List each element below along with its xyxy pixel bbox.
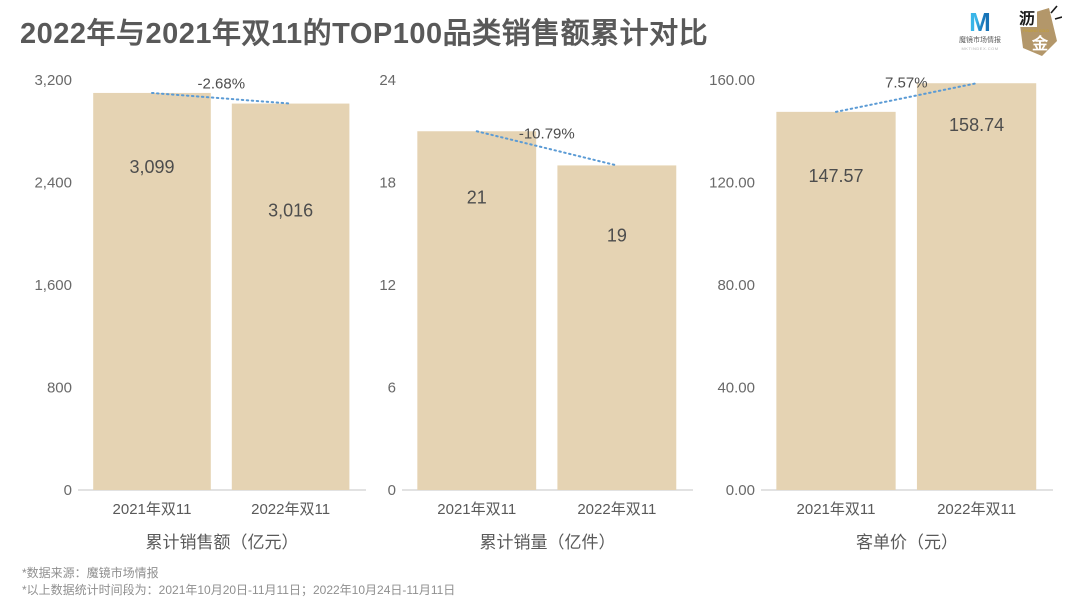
chart-cumulative-sales: 3,200 2,400 1,600 800 0 3,099 2021年双11 3,016 202… [34, 72, 366, 552]
y-tick-label: 0 [64, 482, 72, 499]
lijin-char-bottom: 金 [1031, 34, 1049, 53]
y-tick-label: 12 [379, 277, 396, 294]
chart-title: 累计销售额（亿元） [146, 533, 299, 552]
mojing-m-icon: M [969, 7, 991, 37]
y-tick-label: 3,200 [34, 72, 72, 89]
charts-row: 3,200 2,400 1,600 800 0 3,099 2021年双11 3,016 202… [20, 60, 1055, 560]
change-percent-label: -2.68% [198, 75, 246, 92]
bar-value-label: 19 [607, 225, 627, 245]
bar-value-label: 158.74 [949, 115, 1004, 135]
logo-group: M 魔镜市场情报 MKTINDEX.COM 沥 FINDING GOLD 金 [956, 4, 1062, 58]
bar [417, 131, 537, 490]
bar [916, 83, 1037, 490]
chart-title: 客单价（元） [856, 533, 958, 552]
y-tick-label: 6 [388, 380, 396, 397]
bar-value-label: 3,016 [268, 201, 313, 221]
y-tick-label: 1,600 [34, 277, 72, 294]
footnotes: *数据来源：魔镜市场情报 *以上数据统计时间段为：2021年10月20日-11月… [22, 565, 455, 599]
lijin-spark-line-1 [1050, 5, 1058, 14]
x-category-label: 2022年双11 [251, 501, 330, 518]
lijin-char-top: 沥 [1019, 10, 1035, 28]
lijin-logo-subtext: FINDING GOLD [1023, 29, 1049, 33]
change-percent-label: 7.57% [885, 75, 928, 92]
y-tick-label: 24 [379, 72, 396, 89]
y-tick-label: 0 [388, 482, 396, 499]
x-category-label: 2021年双11 [113, 501, 192, 518]
bar [93, 92, 211, 491]
change-percent-label: -10.79% [519, 125, 575, 142]
y-tick-label: 18 [379, 175, 396, 192]
y-tick-label: 2,400 [34, 175, 72, 192]
mojing-logo-name: 魔镜市场情报 [959, 37, 1001, 44]
change-connector-line [835, 82, 978, 113]
change-connector-line [151, 91, 292, 105]
y-tick-label: 40.00 [717, 380, 755, 397]
bar [231, 103, 350, 490]
mojing-logo: M 魔镜市场情报 MKTINDEX.COM [956, 4, 1004, 51]
chart-title: 累计销量（亿件） [480, 533, 616, 552]
footnote-period: *以上数据统计时间段为：2021年10月20日-11月11日；2022年10月2… [22, 583, 456, 597]
x-category-label: 2022年双11 [577, 501, 656, 518]
bar-value-label: 21 [467, 187, 487, 207]
lijin-gold-logo: 沥 FINDING GOLD 金 [1017, 5, 1062, 56]
y-tick-label: 120.00 [709, 175, 755, 192]
bar [557, 165, 677, 490]
change-connector-line [475, 130, 618, 167]
y-tick-label: 0.00 [726, 482, 755, 499]
chart-price-per-customer: 160.00 120.00 80.00 40.00 0.00 147.57 2021年双11… [709, 72, 1053, 552]
chart-cumulative-volume: 24 18 12 6 0 21 2021年双11 19 2022年双11 -10.79% 累计销量（… [379, 72, 693, 552]
x-category-label: 2021年双11 [797, 501, 876, 518]
y-tick-label: 80.00 [717, 277, 755, 294]
bar [776, 111, 896, 491]
mojing-logo-subtext: MKTINDEX.COM [961, 46, 999, 51]
x-category-label: 2021年双11 [437, 501, 516, 518]
page-title: 2022年与2021年双11的TOP100品类销售额累计对比 [20, 18, 709, 50]
x-category-label: 2022年双11 [937, 501, 1016, 518]
bar-value-label: 147.57 [808, 166, 863, 186]
lijin-char-box [1017, 8, 1037, 27]
y-tick-label: 160.00 [709, 72, 755, 89]
bar-value-label: 3,099 [129, 157, 174, 177]
footnote-source: *数据来源：魔镜市场情报 [22, 566, 159, 580]
y-tick-label: 800 [47, 380, 72, 397]
lijin-spark-line-2 [1054, 16, 1062, 20]
